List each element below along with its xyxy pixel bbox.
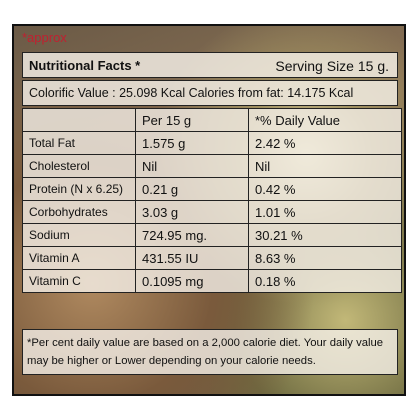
calorific-value: Colorific Value : 25.098 Kcal Calories f… — [29, 86, 354, 100]
title: Nutritional Facts * — [29, 58, 141, 73]
nutrient-name: Cholesterol — [22, 154, 136, 178]
amount: 1.575 g — [135, 131, 249, 155]
nutrient-name: Vitamin A — [22, 246, 136, 270]
daily-value: Nil — [248, 154, 402, 178]
nutrition-table: Per 15 g *% Daily Value Total Fat 1.575 g 2.… — [22, 108, 402, 293]
table-row: Sodium 724.95 mg. 30.21 % — [22, 223, 402, 247]
table-row: Protein (N x 6.25) 0.21 g 0.42 % — [22, 177, 402, 201]
nutrition-label: *approx Nutritional Facts * Serving Size… — [12, 24, 406, 396]
footnote: *Per cent daily value are based on a 2,0… — [22, 329, 398, 375]
table-row: Cholesterol Nil Nil — [22, 154, 402, 178]
amount: 3.03 g — [135, 200, 249, 224]
header-row: Per 15 g *% Daily Value — [22, 108, 402, 132]
amount: 0.21 g — [135, 177, 249, 201]
serving-size: Serving Size 15 g. — [275, 58, 389, 74]
nutrient-name: Total Fat — [22, 131, 136, 155]
amount: 431.55 IU — [135, 246, 249, 270]
nutrient-name: Sodium — [22, 223, 136, 247]
column-header: Per 15 g — [135, 108, 249, 132]
nutrient-name: Corbohydrates — [22, 200, 136, 224]
table-row: Vitamin C 0.1095 mg 0.18 % — [22, 269, 402, 293]
header-cell-blank — [22, 108, 136, 132]
header-band: Nutritional Facts * Serving Size 15 g. — [22, 52, 398, 78]
table-row: Corbohydrates 3.03 g 1.01 % — [22, 200, 402, 224]
nutrient-name: Vitamin C — [22, 269, 136, 293]
nutrient-name: Protein (N x 6.25) — [22, 177, 136, 201]
daily-value: 0.18 % — [248, 269, 402, 293]
approx-note: *approx — [22, 30, 67, 45]
daily-value: 2.42 % — [248, 131, 402, 155]
amount: Nil — [135, 154, 249, 178]
amount: 724.95 mg. — [135, 223, 249, 247]
daily-value: 0.42 % — [248, 177, 402, 201]
calorific-band: Colorific Value : 25.098 Kcal Calories f… — [22, 80, 398, 106]
daily-value: 30.21 % — [248, 223, 402, 247]
daily-value: 1.01 % — [248, 200, 402, 224]
amount: 0.1095 mg — [135, 269, 249, 293]
daily-value: 8.63 % — [248, 246, 402, 270]
table-row: Vitamin A 431.55 IU 8.63 % — [22, 246, 402, 270]
table-row: Total Fat 1.575 g 2.42 % — [22, 131, 402, 155]
column-header: *% Daily Value — [248, 108, 402, 132]
